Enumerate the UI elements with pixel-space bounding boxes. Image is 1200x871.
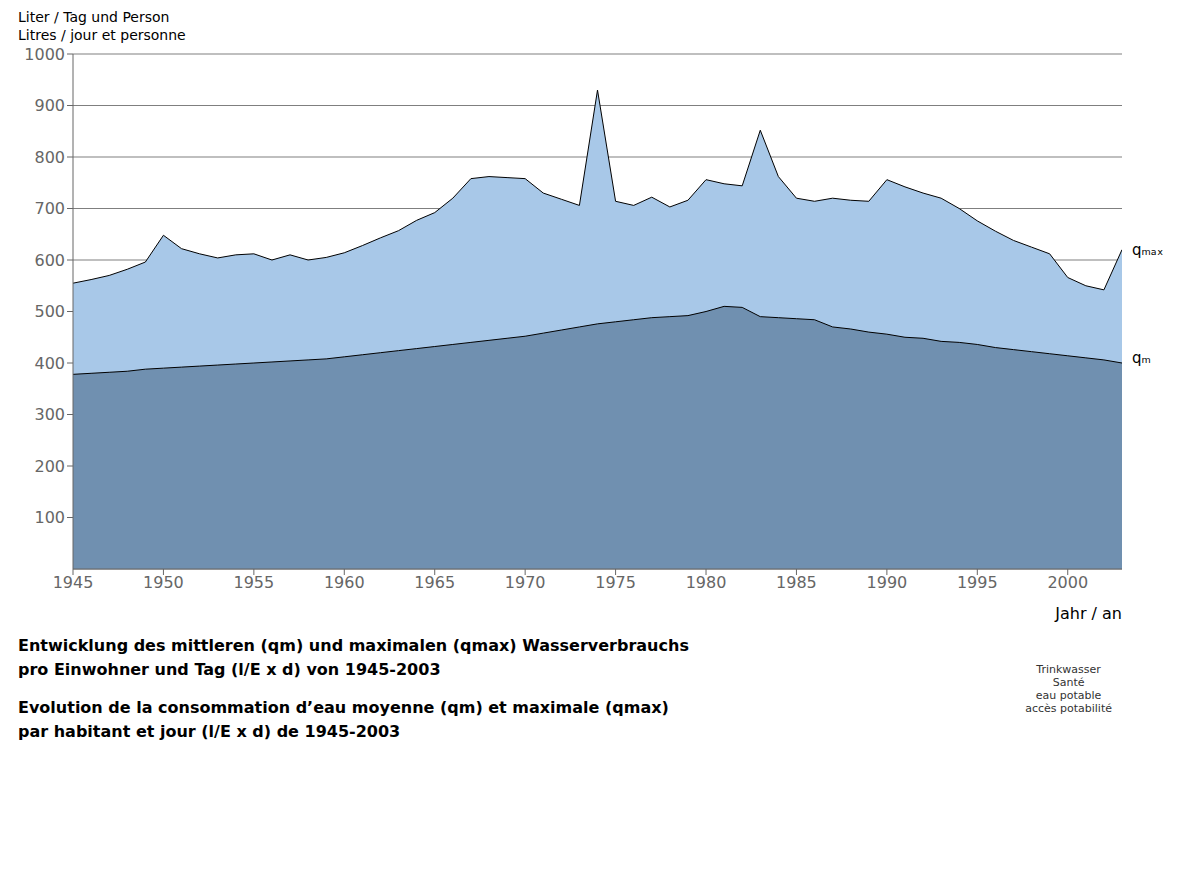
svg-text:1945: 1945 — [53, 573, 94, 592]
svg-text:Jahr / an: Jahr / an — [1054, 604, 1122, 623]
html-text:Liter / Tag und Person: Liter / Tag und Person — [18, 9, 170, 25]
svg-text:1960: 1960 — [324, 573, 365, 592]
svg-text:1995: 1995 — [957, 573, 998, 592]
html-text:pro Einwohner und Tag (l/E x d: pro Einwohner und Tag (l/E x d) von 1945… — [18, 660, 441, 679]
svg-text:1975: 1975 — [595, 573, 636, 592]
svg-text:qₘₐₓ: qₘₐₓ — [1132, 241, 1163, 259]
html-text:par habitant et jour (l/E x d): par habitant et jour (l/E x d) de 1945-2… — [18, 722, 401, 741]
svg-text:2000: 2000 — [1047, 573, 1088, 592]
svg-text:1970: 1970 — [505, 573, 546, 592]
svg-text:1985: 1985 — [776, 573, 817, 592]
svg-text:1955: 1955 — [234, 573, 275, 592]
svg-text:200: 200 — [34, 457, 65, 476]
html-text:Litres / jour et personne: Litres / jour et personne — [18, 27, 186, 43]
html-text:Trinkwasser Santé eau potable: Trinkwasser Santé eau potable accès pota… — [1025, 663, 1112, 715]
svg-text:qₘ: qₘ — [1132, 349, 1151, 367]
svg-text:1990: 1990 — [867, 573, 908, 592]
svg-text:300: 300 — [34, 405, 65, 424]
svg-text:800: 800 — [34, 148, 65, 167]
svg-text:900: 900 — [34, 96, 65, 115]
svg-text:600: 600 — [34, 251, 65, 270]
svg-text:100: 100 — [34, 508, 65, 527]
html-text:Entwicklung des mittleren (qm): Entwicklung des mittleren (qm) und maxim… — [18, 636, 689, 655]
svg-text:1000: 1000 — [24, 45, 65, 64]
svg-text:700: 700 — [34, 199, 65, 218]
svg-text:500: 500 — [34, 302, 65, 321]
svg-text:1980: 1980 — [686, 573, 727, 592]
html-text:Evolution de la consommation d: Evolution de la consommation d’eau moyen… — [18, 698, 669, 717]
svg-text:1965: 1965 — [414, 573, 455, 592]
svg-text:1950: 1950 — [143, 573, 184, 592]
svg-text:400: 400 — [34, 354, 65, 373]
